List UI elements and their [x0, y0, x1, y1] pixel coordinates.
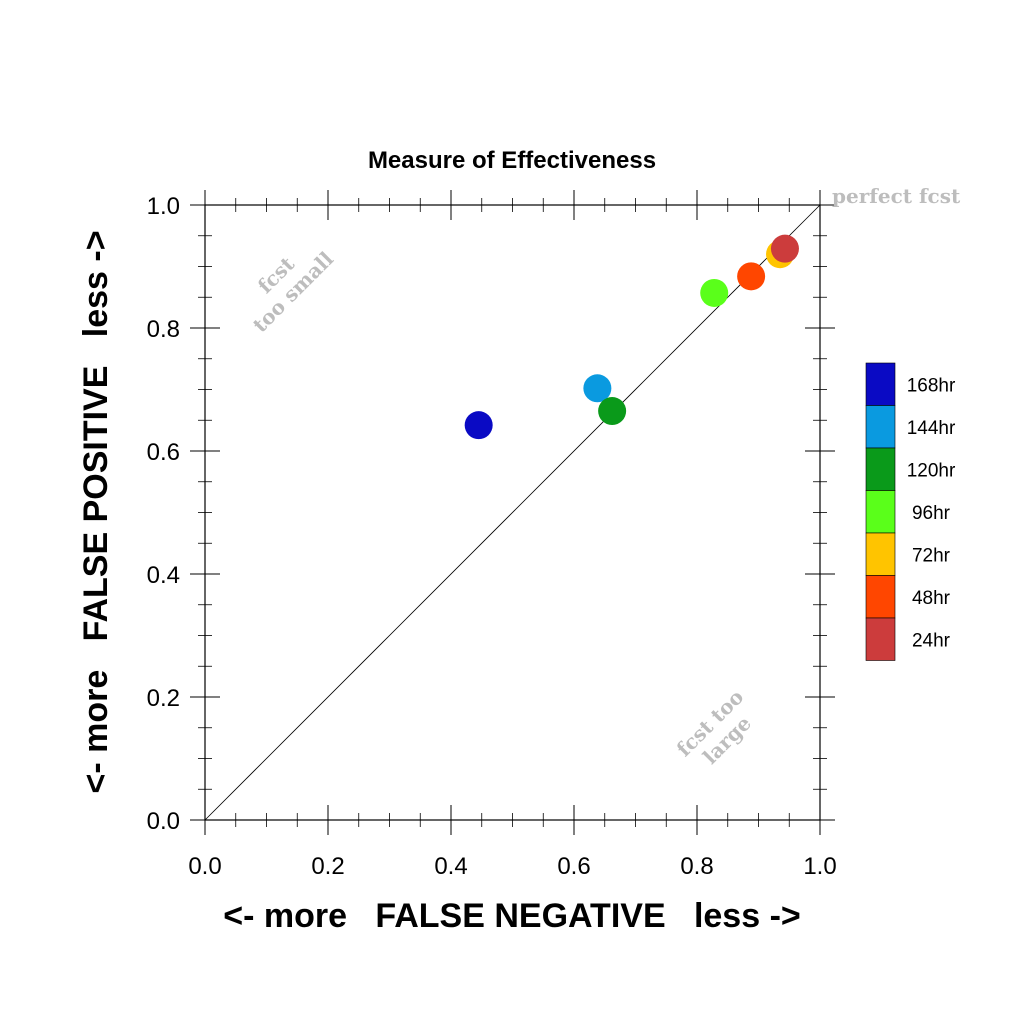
legend-swatch-72hr — [865, 532, 896, 576]
marker-168hr — [464, 411, 493, 440]
legend: 168hr 144hr 120hr 96hr 72hr 48hr 24hr — [865, 362, 956, 661]
legend-label-168hr: 168hr — [907, 375, 956, 396]
marker-48hr — [737, 262, 766, 291]
x-tick-label: 0.0 — [188, 853, 221, 880]
legend-label-96hr: 96hr — [912, 503, 951, 524]
marker-96hr — [700, 278, 729, 307]
y-tick-label: 0.0 — [147, 808, 180, 835]
x-tick-labels: 0.0 0.2 0.4 0.6 0.8 1.0 — [188, 853, 836, 880]
chart-title: Measure of Effectiveness — [368, 147, 656, 174]
legend-label-48hr: 48hr — [912, 588, 951, 609]
minor-ticks — [198, 198, 827, 827]
plot-area: 0.0 0.2 0.4 0.6 0.8 1.0 0.0 0.2 0.4 0.6 0.8 1.0 — [147, 190, 837, 880]
legend-swatch-120hr — [865, 447, 896, 491]
legend-swatch-24hr — [865, 617, 896, 661]
annotation-too-large: fcst too large — [672, 685, 756, 769]
x-tick-label: 0.2 — [311, 853, 344, 880]
y-tick-label: 1.0 — [147, 193, 180, 220]
legend-label-72hr: 72hr — [912, 545, 951, 566]
legend-swatch-96hr — [865, 490, 896, 534]
y-tick-label: 0.8 — [147, 316, 180, 343]
legend-swatch-48hr — [865, 575, 896, 619]
legend-label-120hr: 120hr — [907, 460, 956, 481]
y-tick-label: 0.2 — [147, 685, 180, 712]
y-tick-label: 0.6 — [147, 439, 180, 466]
y-tick-label: 0.4 — [147, 562, 180, 589]
major-ticks — [190, 190, 835, 835]
diagonal-reference-line — [204, 204, 821, 821]
legend-swatch-168hr — [865, 362, 896, 406]
annotation-too-small: fcst too small — [248, 247, 338, 337]
x-tick-label: 0.4 — [434, 853, 467, 880]
marker-144hr — [583, 374, 612, 403]
x-axis-title: <- more FALSE NEGATIVE less -> — [223, 897, 801, 935]
legend-label-24hr: 24hr — [912, 630, 951, 651]
x-tick-label: 0.8 — [680, 853, 713, 880]
legend-swatch-144hr — [865, 405, 896, 449]
annotation-perfect-fcst: perfect fcst — [832, 184, 961, 208]
x-tick-label: 0.6 — [557, 853, 590, 880]
marker-120hr — [598, 397, 627, 426]
marker-24hr — [770, 234, 799, 263]
annotation-too-small-line2: too small — [248, 247, 338, 337]
x-tick-label: 1.0 — [803, 853, 836, 880]
y-axis-title: <- more FALSE POSITIVE less -> — [77, 230, 115, 793]
legend-label-144hr: 144hr — [907, 418, 956, 439]
y-tick-labels: 0.0 0.2 0.4 0.6 0.8 1.0 — [147, 193, 180, 835]
data-markers — [464, 234, 799, 440]
